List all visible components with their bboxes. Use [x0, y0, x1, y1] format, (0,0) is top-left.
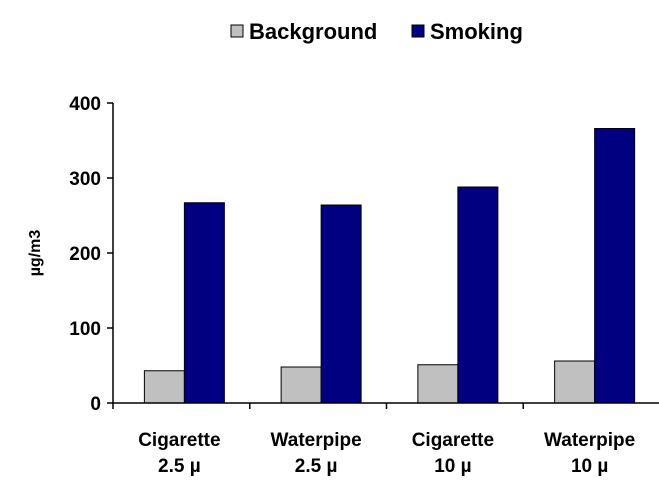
legend-swatch-background: [230, 24, 244, 38]
axes: [112, 103, 659, 409]
bar-smoking-2: [457, 186, 499, 404]
bar-background-2: [417, 364, 459, 404]
x-category-label: 2.5 µ: [158, 456, 201, 477]
x-category-label: 10 µ: [434, 456, 471, 477]
legend: Background Smoking: [230, 19, 523, 44]
y-tick-label: 400: [69, 94, 101, 115]
x-category-label: 2.5 µ: [295, 456, 338, 477]
x-category-label: 10 µ: [571, 456, 608, 477]
bar-background-0: [143, 370, 185, 404]
x-category-label: Cigarette: [138, 430, 220, 451]
bars: [143, 128, 636, 404]
bar-smoking-1: [320, 204, 362, 404]
bar-smoking-3: [594, 128, 636, 404]
y-tick-label: 300: [69, 169, 101, 190]
legend-label-background: Background: [249, 19, 377, 44]
x-axis-labels: Cigarette 2.5 µ Waterpipe 2.5 µ Cigarette 10 …: [138, 430, 635, 477]
y-tick-label: 200: [69, 244, 101, 265]
x-category-label: Waterpipe: [544, 430, 635, 451]
bar-smoking-0: [183, 202, 225, 404]
bar-background-3: [554, 360, 596, 404]
y-axis-ticks: 0 100 200 300 400: [69, 94, 113, 415]
legend-label-smoking: Smoking: [430, 19, 523, 44]
y-tick-label: 100: [69, 319, 101, 340]
y-tick-label: 0: [90, 394, 101, 415]
x-category-label: Cigarette: [412, 430, 494, 451]
y-axis-title: µg/m3: [27, 230, 44, 277]
x-category-label: Waterpipe: [271, 430, 362, 451]
legend-swatch-smoking: [411, 24, 425, 38]
bar-background-1: [280, 366, 322, 404]
